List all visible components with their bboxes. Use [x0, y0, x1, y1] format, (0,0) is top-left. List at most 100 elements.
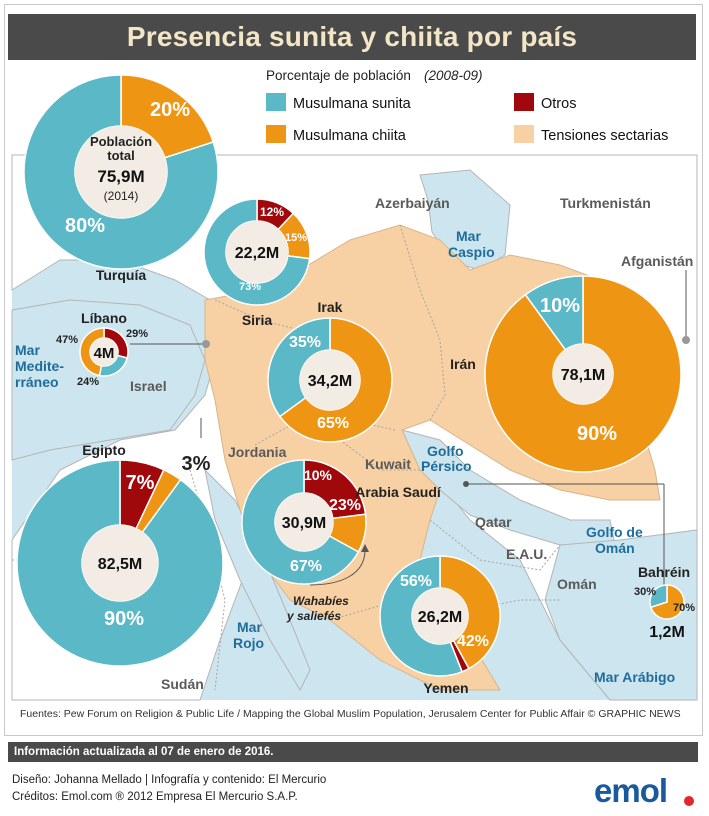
credits-design: Diseño: Johanna Mellado | Infografía y c… [12, 774, 327, 786]
pct-label-other-6: 23% [329, 497, 361, 514]
country-label-1: Siria [242, 312, 273, 328]
label-med-1: Mar [15, 342, 40, 358]
legend-swatch-tension [514, 125, 534, 143]
pct-label-shia-1: 15% [285, 232, 307, 244]
bahrain-marker [463, 481, 469, 487]
pct-label-shia-4: 90% [577, 423, 617, 445]
credits-copyright: Créditos: Emol.com ® 2012 Empresa El Mer… [12, 791, 298, 803]
label-wahhabi-1: Wahabíes [293, 594, 349, 608]
donut-bahréin: 1,2M Bahréin 30% 70% [634, 564, 695, 641]
title-bar: Presencia sunita y chiita por país [8, 14, 696, 60]
pct-label-shia-6: 10% [304, 467, 333, 483]
legend-period: (2008-09) [424, 68, 483, 83]
legend-swatch-sunni [266, 93, 286, 111]
emol-logo[interactable]: emol [594, 772, 668, 809]
label-gulfoman-2: Omán [595, 540, 635, 556]
afghanistan-marker [682, 336, 690, 344]
donut-center-4 [553, 344, 613, 404]
population-label-7: 26,2M [418, 609, 462, 626]
legend-label-sunni: Musulmana sunita [293, 96, 412, 112]
pct-label-shia-3: 65% [317, 415, 349, 432]
country-label-8: Bahréin [638, 564, 690, 580]
label-oman: Omán [557, 576, 597, 592]
pct-label-sunni-3: 35% [289, 334, 321, 351]
donut-center-5 [82, 525, 158, 601]
label-uae: E.A.U. [506, 546, 547, 562]
update-text: Información actualizada al 07 de enero d… [14, 746, 274, 758]
map-canvas: Azerbaiyán Turkmenistán Afganistán Israe… [11, 68, 698, 701]
label-israel: Israel [130, 378, 167, 394]
pct-label-sunni-6: 67% [290, 558, 322, 575]
donut-siria: 22,2M Siria 12% 15% 73% [203, 198, 311, 328]
pct-label-shia-2: 47% [56, 334, 78, 346]
label-sudan: Sudán [161, 676, 204, 692]
country-label-2: Líbano [81, 310, 127, 326]
donut-center-7 [412, 588, 468, 644]
label-afghanistan: Afganistán [621, 253, 693, 269]
country-label-4: Irán [450, 356, 476, 372]
legend-label-other: Otros [541, 96, 576, 112]
donut-center-2 [90, 338, 118, 366]
pct-label-shia-5: 3% [182, 453, 211, 475]
legend-swatch-other [514, 93, 534, 111]
pct-label-sunni-1: 73% [239, 281, 261, 293]
pct-label-sunni-4: 10% [540, 295, 580, 317]
legend: Porcentaje de población (2008-09) Musulm… [266, 68, 668, 144]
pct-label-shia-0: 20% [150, 99, 190, 121]
arabian-sea [544, 529, 698, 701]
legend-label-shia: Musulmana chiita [293, 128, 407, 144]
population-label-4: 78,1M [561, 367, 605, 384]
label-turkmenistan: Turkmenistán [560, 195, 651, 211]
donut-líbano: 4M Líbano 29% 47% 24% [56, 310, 148, 388]
label-med-3: rráneo [15, 374, 59, 390]
population-label-3: 34,2M [308, 373, 352, 390]
label-qatar: Qatar [475, 514, 512, 530]
slice-sunni-8 [649, 584, 668, 609]
mediterranean-sea [11, 299, 206, 461]
country-label-0: Turquía [96, 267, 147, 283]
country-label-7: Yemen [423, 680, 468, 696]
legend-swatch-shia [266, 125, 286, 143]
label-jordan: Jordania [228, 444, 287, 460]
label-gulf-2: Pérsico [421, 458, 472, 474]
label-gulf-1: Golfo [427, 443, 464, 459]
leader-lines [130, 270, 687, 586]
donut-center-1 [226, 221, 288, 283]
wahhabi-arrow-head [361, 544, 369, 552]
label-kuwait: Kuwait [365, 456, 411, 472]
slice-shia-7 [439, 555, 501, 670]
sources-note: Fuentes: Pew Forum on Religion & Public … [20, 708, 681, 720]
population-label-8: 1,2M [649, 624, 685, 641]
pct-label-sunni-8: 30% [634, 586, 656, 598]
update-bar: Información actualizada al 07 de enero d… [8, 742, 698, 762]
donut-irán: 78,1M Irán 10% 90% [450, 275, 682, 473]
donut-center-3 [300, 350, 360, 410]
country-label-6: Arabia Saudí [355, 484, 442, 500]
chart-title: Presencia sunita y chiita por país [126, 21, 578, 52]
country-label-5: Egipto [82, 442, 126, 458]
logo-dot [684, 796, 694, 806]
label-med-2: Medite- [15, 358, 64, 374]
label-redsea-1: Mar [237, 619, 262, 635]
center-label-line2: total [107, 148, 134, 163]
population-label-5: 82,5M [98, 556, 142, 573]
country-label-3: Irak [318, 299, 343, 315]
slice-sunni-3 [267, 317, 331, 418]
population-label-2: 4M [94, 345, 115, 362]
center-label-line3: (2014) [104, 189, 139, 203]
pct-label-sunni-0: 80% [65, 215, 105, 237]
center-label-line1: Población [90, 134, 152, 149]
label-caspian-2: Caspio [448, 244, 495, 260]
label-wahhabi-2: y saliefés [286, 609, 341, 623]
label-redsea-2: Rojo [233, 635, 264, 651]
label-azerbaijan: Azerbaiyán [375, 195, 450, 211]
label-caspian-1: Mar [456, 228, 481, 244]
pct-label-sunni-2: 24% [77, 376, 99, 388]
population-label-6: 30,9M [282, 515, 326, 532]
pct-label-other-5: 7% [126, 472, 155, 494]
population-label-0: 75,9M [97, 167, 144, 186]
